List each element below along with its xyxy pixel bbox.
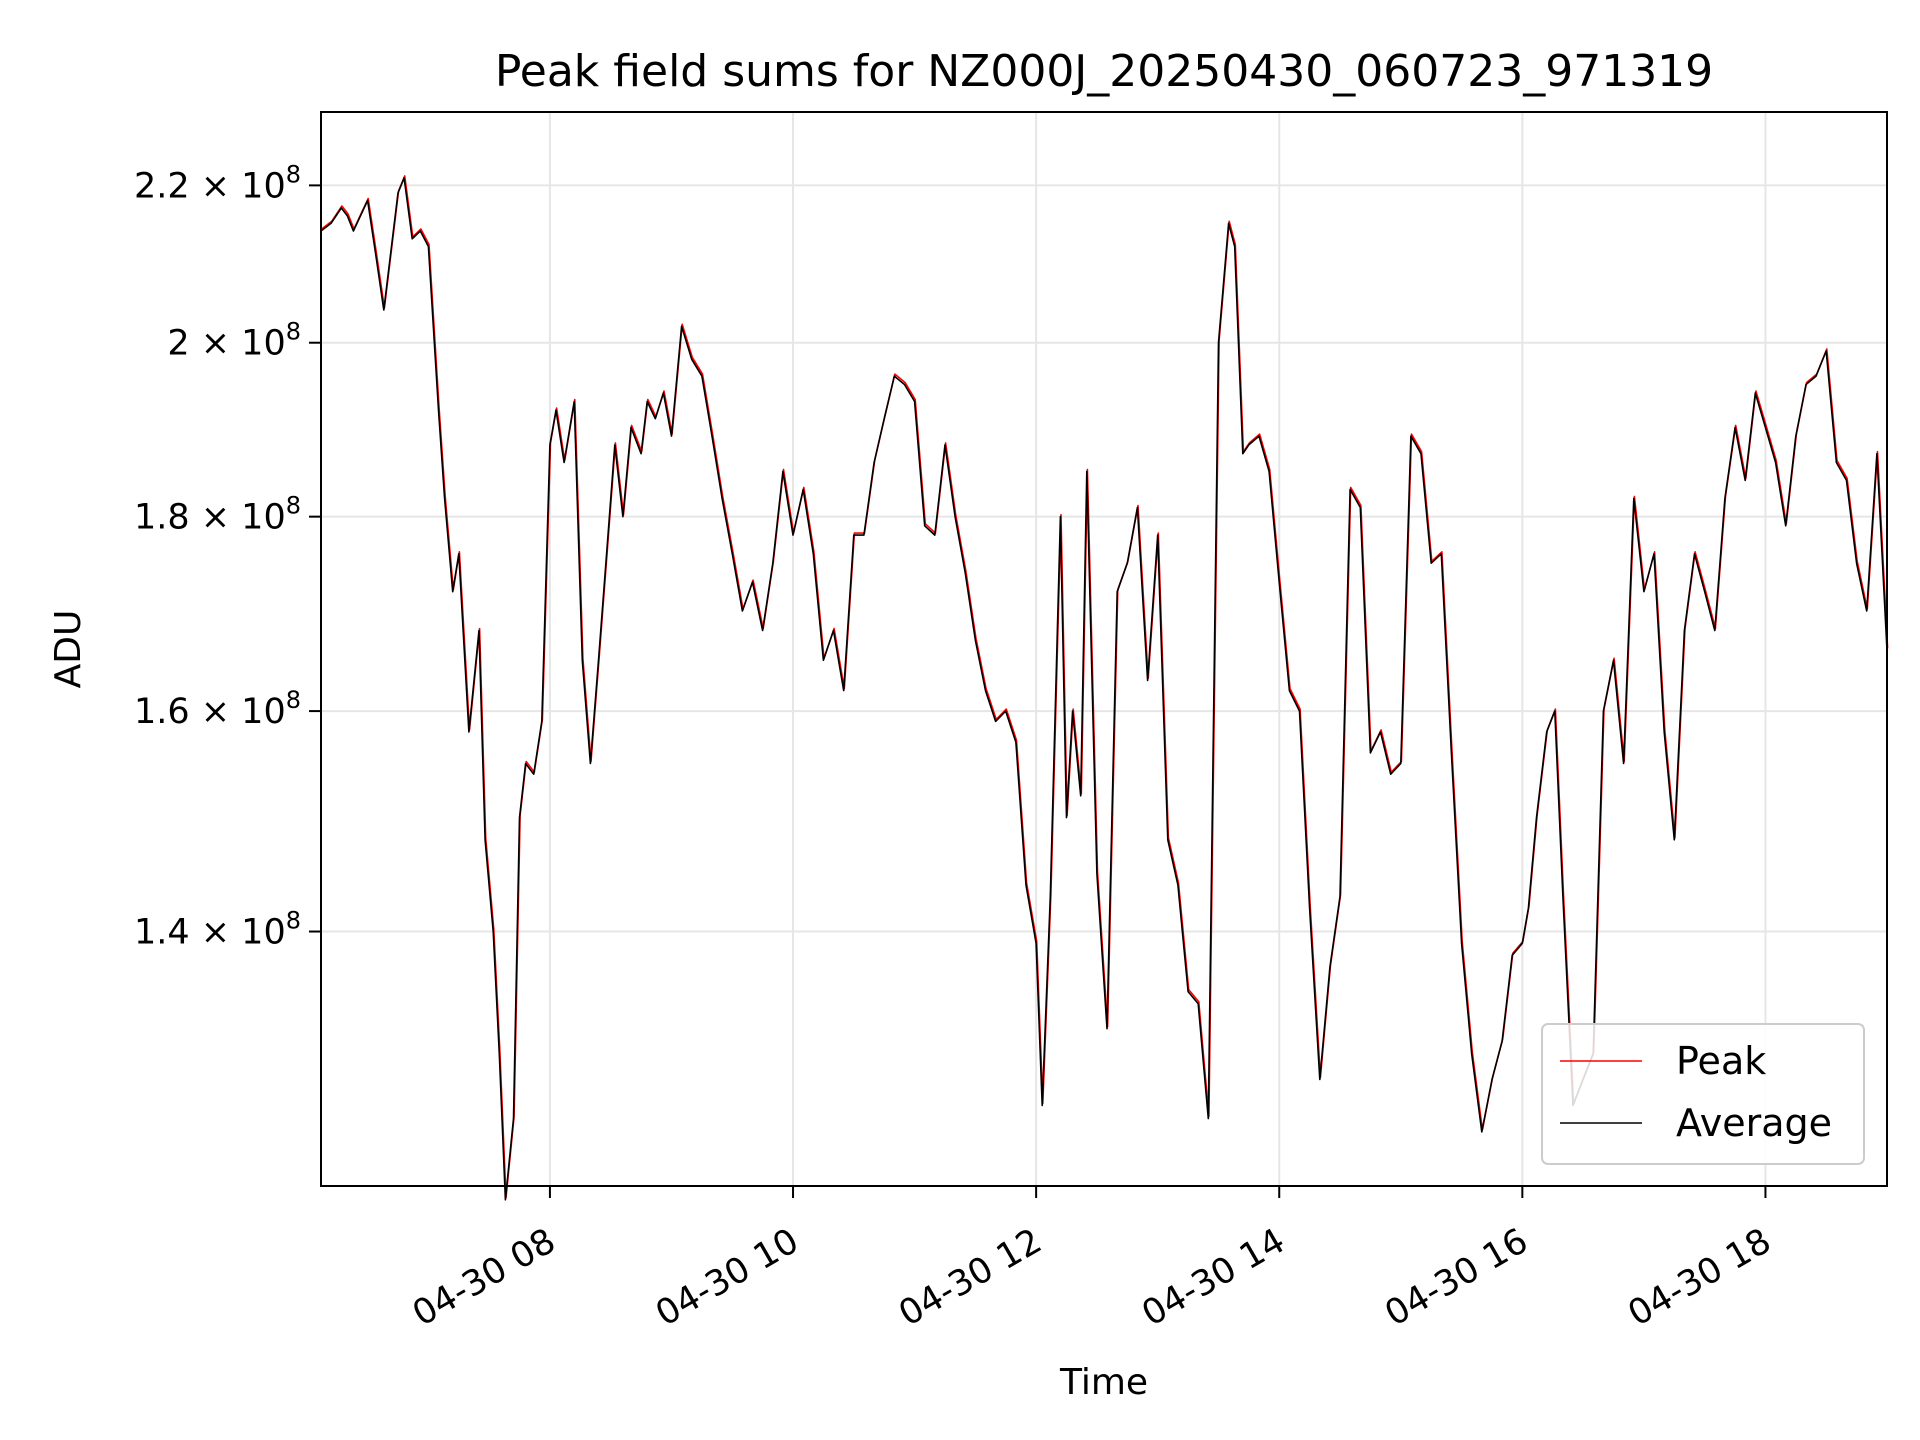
y-ticks: 1.4 × 108 1.6 × 108 1.8 × 108 2 × 108 2.2 × … bbox=[134, 160, 321, 953]
chart-title: Peak field sums for NZ000J_20250430_0607… bbox=[495, 46, 1713, 97]
plot-frame bbox=[320, 111, 1888, 1187]
x-axis-label: Time bbox=[1059, 1362, 1148, 1403]
legend-box bbox=[1541, 1023, 1865, 1165]
legend: Peak Average bbox=[1541, 1023, 1865, 1165]
y-axis-label: ADU bbox=[48, 610, 89, 689]
series-group bbox=[320, 175, 1889, 1201]
y-tick-label: 2.2 × 108 bbox=[134, 160, 301, 206]
legend-peak-label: Peak bbox=[1676, 1039, 1766, 1083]
y-tick-label: 1.8 × 108 bbox=[134, 492, 301, 538]
y-tick-label: 1.4 × 108 bbox=[134, 907, 301, 953]
y-tick-label: 2 × 108 bbox=[167, 318, 301, 364]
series-average-line bbox=[320, 177, 1888, 1201]
grid bbox=[321, 112, 1887, 1186]
y-tick-label: 1.6 × 108 bbox=[134, 686, 301, 732]
legend-average-label: Average bbox=[1676, 1101, 1832, 1145]
